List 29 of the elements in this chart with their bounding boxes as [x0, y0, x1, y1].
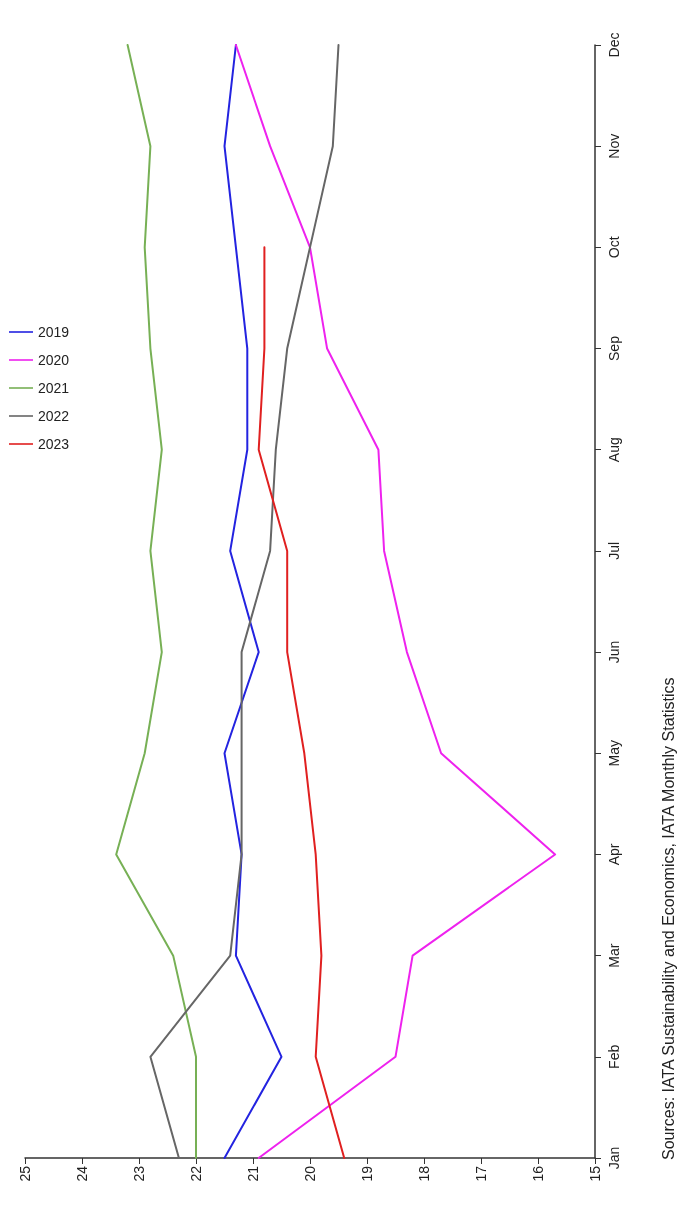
x-tick-label: 23: [131, 1165, 147, 1182]
x-tick-label: 22: [188, 1165, 204, 1182]
y-tick-label: Jun: [606, 640, 622, 664]
x-tick-label: 15: [587, 1165, 603, 1182]
y-tick-label: Oct: [606, 236, 622, 259]
y-tick-label: Feb: [606, 1044, 622, 1069]
y-tick-label: Jan: [606, 1146, 622, 1170]
y-tick-label: May: [606, 740, 622, 767]
y-tick-label: Nov: [606, 133, 622, 159]
x-tick-label: 24: [74, 1165, 90, 1182]
y-tick-label: Mar: [606, 943, 622, 968]
x-tick-label: 25: [17, 1165, 33, 1182]
legend-label: 2022: [38, 408, 70, 424]
x-tick-label: 19: [359, 1165, 375, 1182]
x-tick-label: 18: [416, 1165, 432, 1182]
legend-label: 2023: [38, 436, 70, 452]
x-tick-label: 16: [530, 1165, 546, 1182]
source-note: Sources: IATA Sustainability and Economics, IATA Monthly Statistics: [659, 677, 677, 1160]
y-tick-label: Aug: [606, 437, 622, 463]
x-tick-label: 21: [245, 1165, 261, 1182]
legend-label: 2021: [38, 380, 70, 396]
legend-label: 2019: [38, 324, 70, 340]
y-tick-label: Dec: [606, 32, 622, 58]
x-tick-label: 20: [302, 1165, 318, 1182]
y-tick-label: Sep: [606, 335, 622, 362]
y-tick-label: Jul: [606, 541, 622, 560]
y-tick-label: Apr: [606, 843, 622, 866]
legend-label: 2020: [38, 352, 70, 368]
x-tick-label: 17: [473, 1165, 489, 1182]
